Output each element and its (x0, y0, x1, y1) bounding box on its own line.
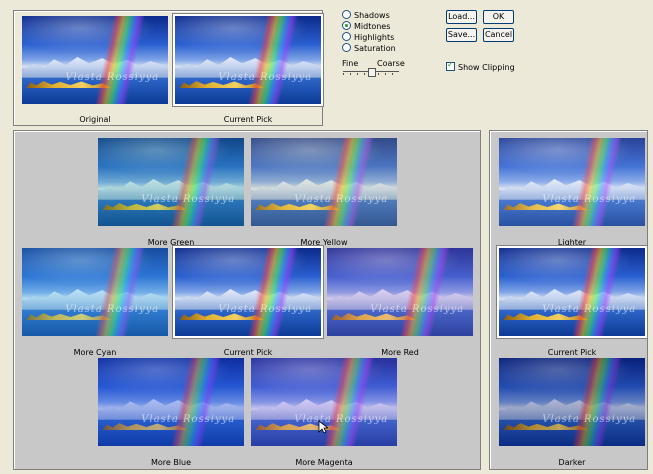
more-yellow-thumbnail[interactable]: Vlasta Rossiyya (251, 138, 397, 226)
watermark: Vlasta Rossiyya (542, 413, 637, 425)
radio-shadows[interactable]: Shadows (342, 10, 390, 21)
darker-tint (499, 358, 645, 446)
radio-dot-icon (342, 32, 351, 41)
lighter-tint (499, 138, 645, 226)
more-red-label: More Red (381, 348, 419, 357)
watermark: Vlasta Rossiyya (542, 303, 637, 315)
darker-thumbnail[interactable]: Vlasta Rossiyya (499, 358, 645, 446)
more-cyan-label: More Cyan (73, 348, 117, 357)
show-clipping-checkbox[interactable]: Show Clipping (446, 60, 515, 72)
original-thumbnail: Vlasta Rossiyya (22, 16, 168, 104)
watermark: Vlasta Rossiyya (141, 413, 236, 425)
more-blue-thumbnail[interactable]: Vlasta Rossiyya (98, 358, 244, 446)
current-pick-center-thumbnail[interactable]: Vlasta Rossiyya (173, 246, 323, 338)
current-pick-top-label: Current Pick (223, 115, 273, 124)
watermark: Vlasta Rossiyya (218, 71, 313, 83)
lighter-label: Lighter (557, 238, 587, 247)
watermark: Vlasta Rossiyya (65, 303, 160, 315)
watermark: Vlasta Rossiyya (218, 303, 313, 315)
slider-thumb-icon[interactable] (368, 68, 376, 77)
more-magenta-thumbnail[interactable]: Vlasta Rossiyya (251, 358, 397, 446)
current-pick-brightness-thumbnail[interactable]: Vlasta Rossiyya (497, 246, 647, 338)
radio-dot-icon (342, 10, 351, 19)
more-green-label: More Green (147, 238, 195, 247)
current-pick-brightness-label: Current Pick (547, 348, 597, 357)
slider-coarse-label: Coarse (377, 59, 405, 68)
more-magenta-label: More Magenta (295, 458, 353, 467)
radio-dot-icon (342, 43, 351, 52)
watermark: Vlasta Rossiyya (294, 193, 389, 205)
cancel-button[interactable]: Cancel (483, 28, 514, 42)
ok-button[interactable]: OK (483, 10, 514, 24)
more-blue-label: More Blue (150, 458, 192, 467)
watermark: Vlasta Rossiyya (294, 413, 389, 425)
more-green-thumbnail[interactable]: Vlasta Rossiyya (98, 138, 244, 226)
slider-fine-label: Fine (342, 59, 359, 68)
checkbox-checked-icon (446, 60, 455, 71)
yellow-tint (251, 138, 397, 226)
current-pick-top-thumbnail: Vlasta Rossiyya (173, 14, 323, 106)
watermark: Vlasta Rossiyya (141, 193, 236, 205)
original-label: Original (79, 115, 111, 124)
cyan-tint (22, 248, 168, 336)
more-red-thumbnail[interactable]: Vlasta Rossiyya (327, 248, 473, 336)
more-yellow-label: More Yellow (300, 238, 348, 247)
current-pick-center-label: Current Pick (223, 348, 273, 357)
watermark: Vlasta Rossiyya (542, 193, 637, 205)
red-tint (327, 248, 473, 336)
radio-saturation[interactable]: Saturation (342, 43, 396, 54)
lighter-thumbnail[interactable]: Vlasta Rossiyya (499, 138, 645, 226)
blue-tint (98, 358, 244, 446)
darker-label: Darker (558, 458, 586, 467)
fine-coarse-slider[interactable] (343, 68, 399, 77)
radio-dot-selected-icon (342, 21, 351, 30)
watermark: Vlasta Rossiyya (370, 303, 465, 315)
radio-midtones[interactable]: Midtones (342, 21, 390, 32)
radio-highlights[interactable]: Highlights (342, 32, 394, 43)
load-button[interactable]: Load... (446, 10, 477, 24)
save-button[interactable]: Save... (446, 28, 477, 42)
mouse-cursor-icon (318, 420, 328, 434)
more-cyan-thumbnail[interactable]: Vlasta Rossiyya (22, 248, 168, 336)
green-tint (98, 138, 244, 226)
watermark: Vlasta Rossiyya (65, 71, 160, 83)
